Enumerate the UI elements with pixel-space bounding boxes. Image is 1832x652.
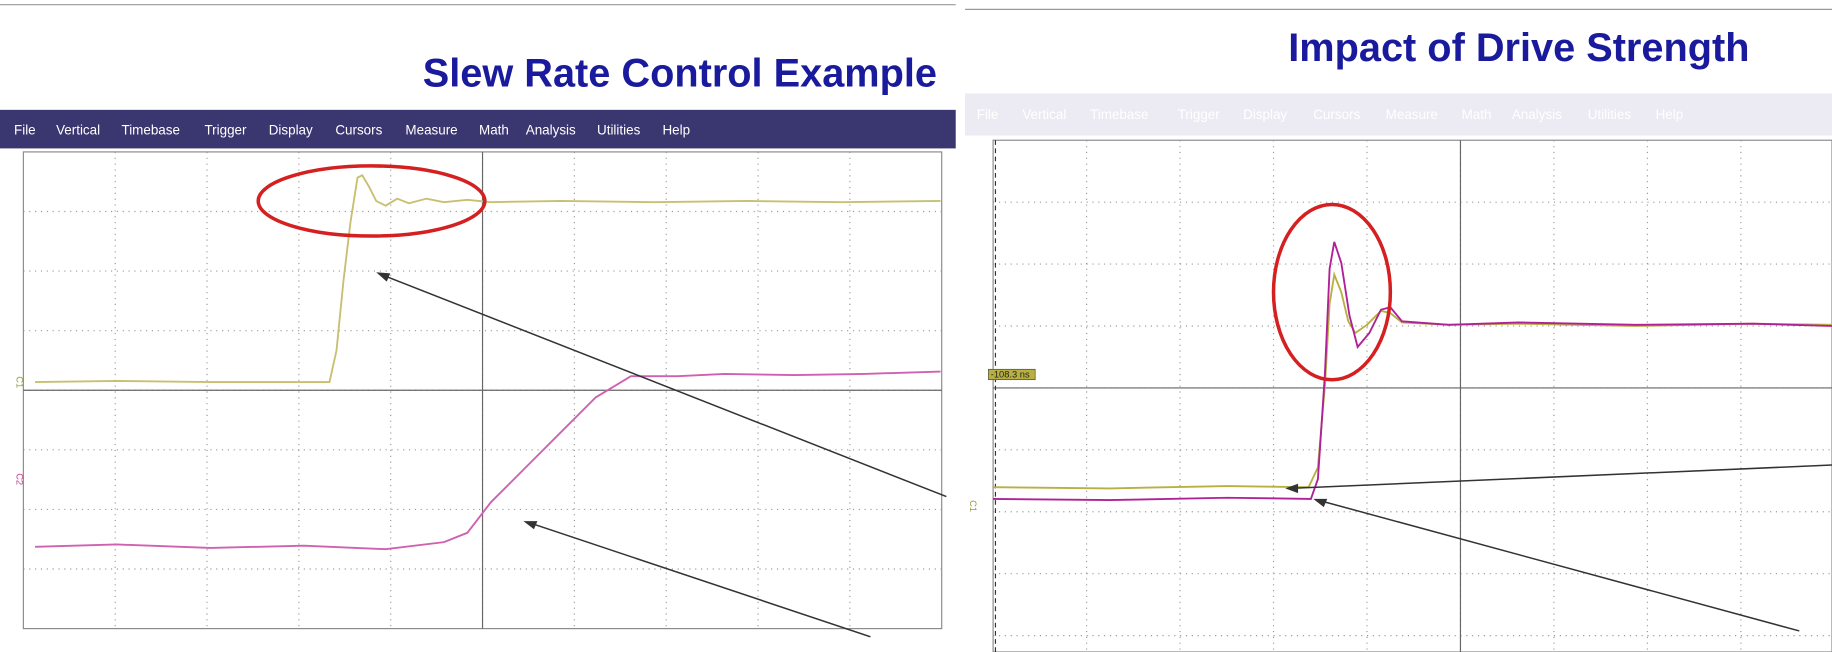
menu-item: Help xyxy=(662,122,690,137)
menu-item: Measure xyxy=(405,122,457,137)
menu-item: Math xyxy=(479,122,509,137)
left-arrowhead-2 xyxy=(523,521,538,530)
menu-item: Display xyxy=(269,122,313,137)
left-trace-c2 xyxy=(35,370,941,551)
left-menu-bar xyxy=(0,109,956,149)
left-panel: Slew Rate Control Example C1 C2 xyxy=(0,0,956,652)
menu-item: Utilities xyxy=(597,122,641,137)
menu-item: Vertical xyxy=(56,122,100,137)
menu-item: Analysis xyxy=(526,122,576,137)
left-background xyxy=(0,0,956,652)
right-highlight xyxy=(1271,202,1393,382)
menu-item: Display xyxy=(1243,107,1287,122)
menu-item: Cursors xyxy=(1313,107,1360,122)
right-menu-bar xyxy=(965,93,1832,136)
menu-item: Trigger xyxy=(1178,107,1221,122)
left-title: Slew Rate Control Example xyxy=(423,51,937,95)
right-arrow-1 xyxy=(1289,464,1832,490)
left-arrow-2 xyxy=(527,521,871,638)
menu-item: Math xyxy=(1462,107,1492,122)
left-c1-label: C1 xyxy=(14,376,24,388)
right-arrowhead-1 xyxy=(1285,483,1299,494)
left-arrow-1 xyxy=(378,272,947,498)
menu-item: Cursors xyxy=(335,122,382,137)
menu-item: Timebase xyxy=(122,122,180,137)
menu-item: Utilities xyxy=(1588,107,1632,122)
right-trace-c2 xyxy=(993,241,1832,502)
right-cursor-tag xyxy=(988,368,1036,381)
right-arrow-2 xyxy=(1317,499,1800,632)
menu-item: File xyxy=(14,122,36,137)
menu-item: Measure xyxy=(1386,107,1438,122)
right-c1-label: C1 xyxy=(968,500,978,512)
right-panel: Impact of Drive Strength -108.3 ns C1 xyxy=(965,0,1832,652)
menu-item: File xyxy=(977,107,999,122)
left-trace-c1 xyxy=(35,174,941,384)
right-title: Impact of Drive Strength xyxy=(1288,26,1749,70)
left-highlight xyxy=(256,164,487,238)
menu-item: Vertical xyxy=(1022,107,1066,122)
right-arrowhead-2 xyxy=(1313,498,1328,508)
menu-item: Trigger xyxy=(204,122,247,137)
left-arrowhead-1 xyxy=(376,272,391,282)
left-c2-label: C2 xyxy=(14,473,24,485)
menu-item: Help xyxy=(1656,107,1684,122)
menu-item: Timebase xyxy=(1090,107,1148,122)
right-cursor-label: -108.3 ns xyxy=(991,369,1030,379)
menu-item: Analysis xyxy=(1512,107,1562,122)
